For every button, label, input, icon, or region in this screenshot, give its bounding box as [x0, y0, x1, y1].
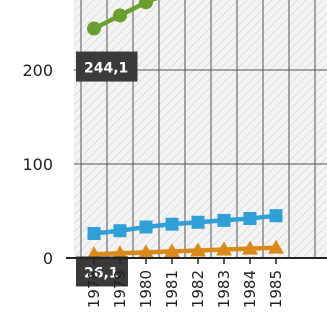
x-tick-label: 1979: [111, 270, 129, 308]
data-point: [112, 245, 128, 258]
x-tick-label: 1980: [137, 270, 155, 308]
data-point: [268, 239, 284, 254]
data-point: [217, 213, 231, 227]
x-tick-label: 1982: [189, 270, 207, 308]
plot-background: [74, 0, 327, 258]
data-point: [269, 209, 283, 223]
data-point: [87, 21, 101, 36]
data-point: [164, 243, 180, 258]
x-tick-label: 1984: [241, 270, 259, 308]
data-point: [113, 224, 127, 238]
data-point: [87, 226, 101, 240]
x-tick-label: 1985: [267, 270, 285, 308]
series-layer: [87, 0, 284, 258]
y-tick-label: 100: [22, 155, 53, 174]
y-axis: 0 100 200: [22, 61, 53, 268]
x-tick-label: 1981: [163, 270, 181, 308]
data-point: [87, 246, 101, 258]
x-axis: 1978 1979 1980 1981 1982 1983 1984 1985: [66, 257, 327, 308]
data-point: [190, 242, 206, 257]
data-point: [216, 241, 232, 256]
gridlines: [74, 0, 327, 258]
data-point: [165, 217, 179, 231]
y-tick-label: 0: [43, 249, 53, 268]
data-point: [138, 244, 154, 258]
data-point: [113, 8, 127, 23]
data-label: 244,1: [84, 61, 128, 77]
data-point: [139, 0, 153, 10]
data-point: [242, 240, 258, 255]
data-labels: 244,1 26,1: [76, 51, 138, 287]
x-tick-label: 1978: [85, 270, 103, 308]
data-point: [243, 212, 257, 226]
data-label-box: [76, 51, 138, 82]
x-tick-label: 1983: [215, 270, 233, 308]
data-label: 26,1: [84, 265, 119, 281]
y-tick-label: 200: [22, 61, 53, 80]
data-point: [139, 220, 153, 234]
data-point: [191, 215, 205, 229]
